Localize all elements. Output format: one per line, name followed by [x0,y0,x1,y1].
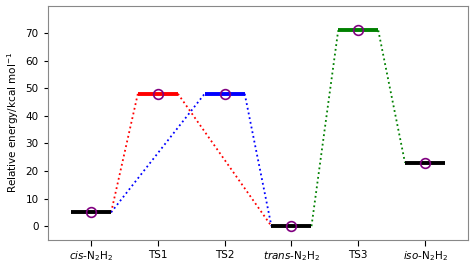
Y-axis label: Relative energy/kcal mol$^{-1}$: Relative energy/kcal mol$^{-1}$ [6,52,21,193]
